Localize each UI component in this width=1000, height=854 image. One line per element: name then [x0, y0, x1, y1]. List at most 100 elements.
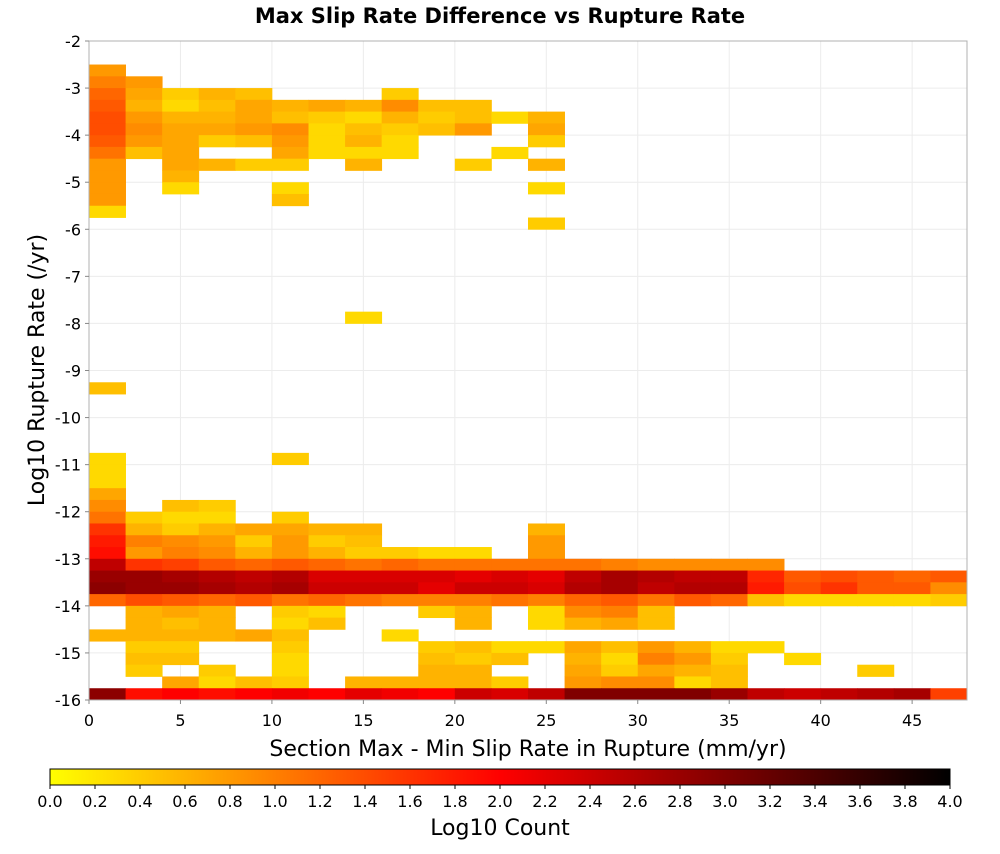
heatmap-cell — [528, 217, 565, 230]
heatmap-cell — [857, 664, 895, 677]
heatmap-cell — [198, 135, 236, 148]
heatmap-cell — [271, 182, 309, 195]
heatmap-cell — [893, 570, 931, 583]
heatmap-cell — [162, 605, 200, 619]
heatmap-cell — [674, 594, 712, 607]
heatmap-cell — [198, 88, 236, 101]
heatmap-cell — [601, 570, 639, 583]
heatmap-cell — [491, 570, 529, 583]
heatmap-cell — [345, 558, 383, 571]
heatmap-cell — [528, 182, 565, 195]
heatmap-cell — [491, 594, 529, 607]
heatmap-cell — [198, 99, 236, 113]
heatmap-cell — [235, 570, 273, 583]
colorbar-tick-label: 1.6 — [397, 792, 422, 811]
heatmap-cell — [162, 170, 200, 183]
heatmap-cell — [235, 594, 273, 607]
heatmap-cell — [162, 158, 200, 171]
heatmap-cell — [345, 535, 383, 548]
heatmap-cell — [784, 652, 822, 666]
colorbar-tick-label: 0.6 — [172, 792, 197, 811]
heatmap-cell — [162, 135, 200, 148]
heatmap-cell — [308, 523, 346, 536]
heatmap-cell — [162, 511, 200, 524]
heatmap-cell — [491, 582, 529, 595]
heatmap-cell — [637, 641, 675, 654]
heatmap-cell — [710, 652, 748, 666]
heatmap-cell — [308, 582, 346, 595]
heatmap-cell — [674, 688, 712, 701]
y-tick-label: -5 — [65, 173, 81, 192]
heatmap-cell — [308, 99, 346, 113]
heatmap-cell — [125, 76, 163, 89]
y-tick-label: -10 — [55, 409, 81, 428]
heatmap-cell — [125, 123, 163, 136]
heatmap-cell — [162, 146, 200, 160]
x-tick-label: 35 — [719, 711, 739, 730]
heatmap-cell — [198, 111, 236, 124]
heatmap-cell — [198, 547, 236, 560]
heatmap-cell — [235, 676, 273, 689]
heatmap-cell — [162, 99, 200, 113]
heatmap-cell — [125, 641, 163, 654]
x-tick-label: 20 — [445, 711, 465, 730]
x-tick-label: 30 — [628, 711, 648, 730]
y-axis-label: Log10 Rupture Rate (/yr) — [25, 234, 50, 506]
heatmap-cell — [162, 676, 200, 689]
heatmap-cell — [198, 499, 236, 513]
heatmap-cell — [857, 688, 895, 701]
heatmap-cell — [271, 111, 309, 124]
heatmap-cell — [418, 594, 456, 607]
heatmap-cell — [381, 123, 419, 136]
heatmap-cell — [89, 464, 126, 477]
heatmap-cell — [710, 676, 748, 689]
heatmap-cell — [198, 664, 236, 677]
heatmap-cell — [674, 570, 712, 583]
heatmap-cell — [308, 123, 346, 136]
colorbar-ticks: 0.0 0.2 0.4 0.6 0.8 1.0 1.2 1.4 1.6 1.8 2.0 2.2 2.4 2… — [37, 785, 963, 811]
heatmap-cell — [381, 582, 419, 595]
colorbar-tick-label: 2.2 — [532, 792, 557, 811]
heatmap-cell — [418, 688, 456, 701]
colorbar-tick-label: 1.2 — [307, 792, 332, 811]
heatmap-cell — [89, 135, 126, 148]
heatmap-cell — [271, 617, 309, 630]
heatmap-cell — [381, 135, 419, 148]
heatmap-cell — [198, 676, 236, 689]
heatmap-cell — [345, 570, 383, 583]
x-tick-label: 0 — [84, 711, 94, 730]
heatmap-cell — [491, 558, 529, 571]
heatmap-cell — [235, 629, 273, 642]
heatmap-cell — [710, 688, 748, 701]
heatmap-cell — [454, 594, 492, 607]
heatmap-cell — [637, 558, 675, 571]
heatmap-cell — [564, 652, 602, 666]
colorbar-tick-label: 3.6 — [847, 792, 872, 811]
heatmap-cell — [125, 535, 163, 548]
heatmap-cell — [893, 594, 931, 607]
heatmap-cell — [125, 664, 163, 677]
heatmap-cell — [345, 676, 383, 689]
heatmap-cell — [454, 676, 492, 689]
heatmap-cell — [271, 535, 309, 548]
heatmap-cell — [162, 523, 200, 536]
heatmap-cell — [125, 570, 163, 583]
colorbar-tick-label: 3.0 — [712, 792, 737, 811]
colorbar-tick-label: 4.0 — [937, 792, 962, 811]
heatmap-cell — [235, 99, 273, 113]
heatmap-cell — [162, 182, 200, 195]
heatmap-cell — [89, 582, 126, 595]
heatmap-cell — [89, 88, 126, 101]
heatmap-cell — [674, 641, 712, 654]
heatmap-cell — [381, 688, 419, 701]
heatmap-cell — [674, 664, 712, 677]
heatmap-cell — [271, 511, 309, 524]
heatmap-cell — [454, 558, 492, 571]
heatmap-cell — [345, 146, 383, 160]
heatmap-cell — [235, 523, 273, 536]
heatmap-cell — [601, 664, 639, 677]
heatmap-cell — [637, 570, 675, 583]
heatmap-cell — [637, 594, 675, 607]
heatmap-cell — [162, 629, 200, 642]
